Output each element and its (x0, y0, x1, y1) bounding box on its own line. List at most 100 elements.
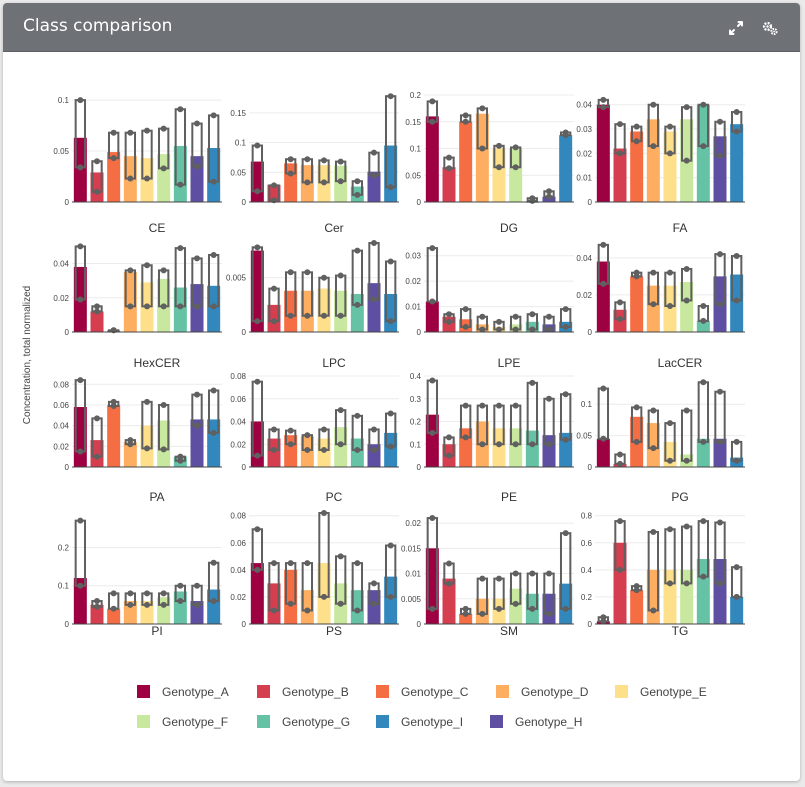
data-point (446, 580, 452, 587)
data-point (354, 446, 361, 453)
data-point (429, 377, 436, 384)
data-point (446, 560, 452, 567)
data-point (446, 434, 452, 441)
data-point (144, 601, 150, 608)
bar (646, 423, 660, 467)
tick-label: 0 (417, 463, 422, 472)
panel-title: Cer (324, 221, 343, 235)
data-point (271, 607, 277, 614)
data-point (387, 258, 394, 265)
panel-title: PC (326, 490, 343, 504)
bar (509, 428, 523, 467)
expand-icon[interactable] (727, 19, 745, 37)
legend-item-genotype_h[interactable]: Genotype_H (490, 715, 582, 729)
tick-label: 0 (65, 198, 70, 207)
data-point (304, 607, 311, 614)
panel-title: LPE (498, 356, 521, 370)
data-point (321, 593, 327, 600)
data-point (529, 326, 536, 333)
data-point (337, 553, 344, 560)
panel-pi: 0 0.1 0.2 PI (58, 517, 222, 638)
data-point (194, 255, 200, 262)
bar (173, 591, 187, 624)
bar (334, 290, 348, 332)
data-point (633, 438, 640, 445)
tick-label: 0.04 (230, 418, 246, 427)
data-point (210, 112, 217, 119)
legend-item-genotype_g[interactable]: Genotype_G (257, 715, 350, 729)
tick-label: 0 (417, 198, 422, 207)
data-point (683, 104, 690, 111)
bar (713, 559, 727, 624)
data-point (304, 446, 311, 453)
bar (90, 311, 104, 332)
legend-item-genotype_f[interactable]: Genotype_F (137, 715, 228, 729)
legend-item-genotype_b[interactable]: Genotype_B (257, 685, 349, 699)
bar (509, 148, 523, 202)
data-point (271, 560, 277, 567)
data-point (160, 303, 167, 310)
bar (596, 261, 610, 332)
gear-icon[interactable] (761, 19, 779, 37)
tick-label: 0.06 (230, 395, 246, 404)
data-point (496, 164, 502, 171)
data-point (144, 445, 150, 452)
data-point (562, 132, 569, 139)
data-point (127, 441, 134, 448)
data-point (77, 517, 84, 524)
legend-item-genotype_d[interactable]: Genotype_D (496, 685, 589, 699)
bar (542, 593, 556, 624)
data-point (337, 272, 344, 279)
data-point (321, 446, 327, 453)
data-point (387, 410, 394, 417)
data-point (254, 452, 261, 459)
data-point (321, 426, 327, 433)
data-point (462, 402, 469, 409)
tick-label: 0.005 (401, 595, 422, 604)
data-point (479, 610, 486, 617)
data-point (617, 121, 623, 128)
data-point (700, 317, 707, 324)
data-point (650, 269, 657, 276)
range-box (714, 390, 726, 443)
data-point (387, 93, 394, 100)
data-point (194, 391, 200, 398)
legend-item-genotype_c[interactable]: Genotype_C (376, 685, 469, 699)
tick-label: 0.02 (230, 440, 246, 449)
data-point (733, 109, 740, 116)
data-point (77, 296, 84, 303)
legend-item-genotype_e[interactable]: Genotype_E (615, 685, 707, 699)
data-point (177, 106, 184, 113)
data-point (650, 607, 657, 614)
tick-label: 0.04 (230, 566, 246, 575)
data-point (650, 301, 657, 308)
tick-label: 0.015 (401, 544, 422, 553)
bar (713, 438, 727, 467)
bar (300, 590, 314, 624)
range-box (730, 566, 743, 598)
data-point (177, 181, 184, 188)
data-point (127, 437, 134, 444)
tick-label: 0 (242, 328, 247, 337)
legend-item-genotype_i[interactable]: Genotype_I (376, 715, 463, 729)
bar (630, 590, 644, 624)
bar (173, 287, 187, 332)
data-point (371, 240, 377, 246)
data-point (254, 188, 261, 195)
data-point (429, 298, 436, 305)
data-point (94, 453, 100, 460)
bar (525, 430, 539, 467)
tick-label: 0 (588, 463, 593, 472)
tick-label: 0.6 (581, 539, 593, 548)
panel-title: PS (326, 624, 342, 638)
tick-label: 0.04 (53, 422, 69, 431)
tick-label: 0 (417, 620, 422, 629)
data-point (529, 570, 536, 577)
legend-item-genotype_a[interactable]: Genotype_A (137, 685, 229, 699)
data-point (717, 301, 723, 308)
tick-label: 0.02 (405, 519, 421, 528)
data-point (650, 445, 657, 452)
data-point (700, 518, 707, 525)
data-point (337, 407, 344, 414)
data-point (160, 601, 167, 608)
